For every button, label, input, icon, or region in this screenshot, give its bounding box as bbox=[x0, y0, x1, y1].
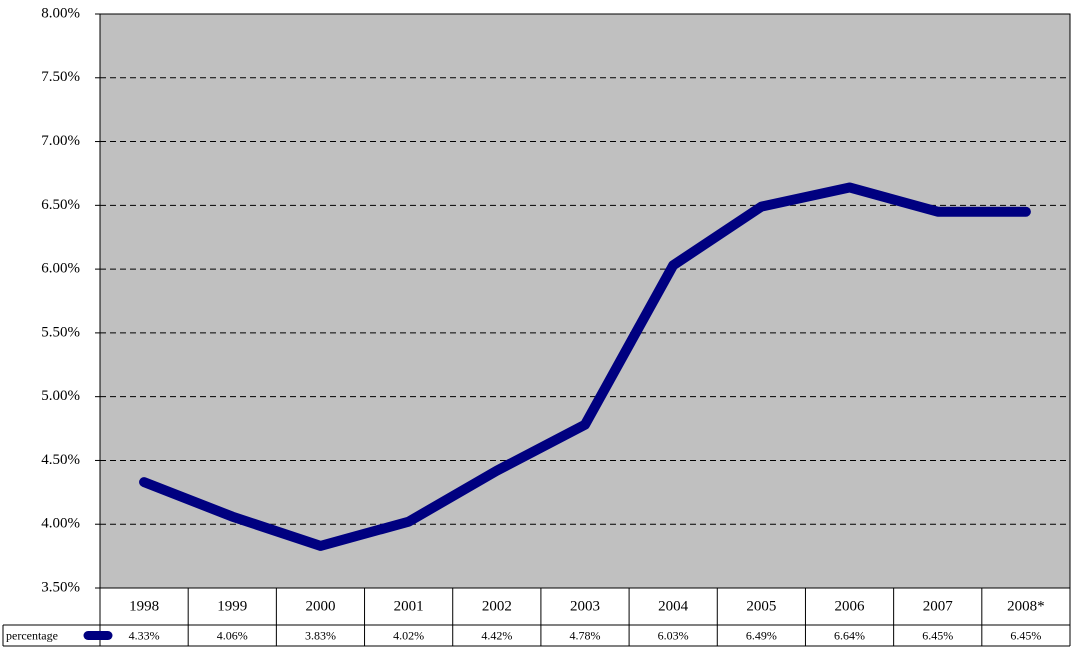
y-tick-label: 5.50% bbox=[41, 324, 80, 340]
y-tick-label: 4.00% bbox=[41, 516, 80, 532]
y-tick-label: 7.00% bbox=[41, 133, 80, 149]
data-table-value: 4.33% bbox=[129, 628, 160, 642]
y-tick-label: 4.50% bbox=[41, 452, 80, 468]
x-tick-label: 2005 bbox=[746, 598, 776, 614]
data-table-value: 4.78% bbox=[570, 628, 601, 642]
data-table-value: 4.06% bbox=[217, 628, 248, 642]
data-table-value: 6.64% bbox=[834, 628, 865, 642]
x-tick-label: 2001 bbox=[394, 598, 424, 614]
data-table-value: 3.83% bbox=[305, 628, 336, 642]
data-table-value: 6.45% bbox=[922, 628, 953, 642]
series-line bbox=[139, 182, 1031, 551]
x-tick-label: 2007 bbox=[923, 598, 954, 614]
x-tick-label: 2006 bbox=[835, 598, 866, 614]
y-tick-label: 6.00% bbox=[41, 261, 80, 277]
x-tick-label: 2003 bbox=[570, 598, 600, 614]
data-table-value: 6.03% bbox=[658, 628, 689, 642]
x-tick-label: 2000 bbox=[305, 598, 335, 614]
data-table-value: 4.42% bbox=[481, 628, 512, 642]
x-tick-label: 1999 bbox=[217, 598, 247, 614]
data-table-value: 4.02% bbox=[393, 628, 424, 642]
y-tick-label: 7.50% bbox=[41, 69, 80, 85]
x-tick-label: 2002 bbox=[482, 598, 512, 614]
x-tick-label: 1998 bbox=[129, 598, 159, 614]
x-tick-label: 2004 bbox=[658, 598, 689, 614]
legend-label: percentage bbox=[6, 628, 58, 642]
data-table-value: 6.45% bbox=[1010, 628, 1041, 642]
y-tick-label: 5.00% bbox=[41, 388, 80, 404]
data-table-value: 6.49% bbox=[746, 628, 777, 642]
y-tick-label: 8.00% bbox=[41, 5, 80, 21]
x-tick-label: 2008* bbox=[1007, 598, 1045, 614]
y-tick-label: 3.50% bbox=[41, 579, 80, 595]
y-tick-label: 6.50% bbox=[41, 197, 80, 213]
plot-area bbox=[99, 13, 1071, 589]
